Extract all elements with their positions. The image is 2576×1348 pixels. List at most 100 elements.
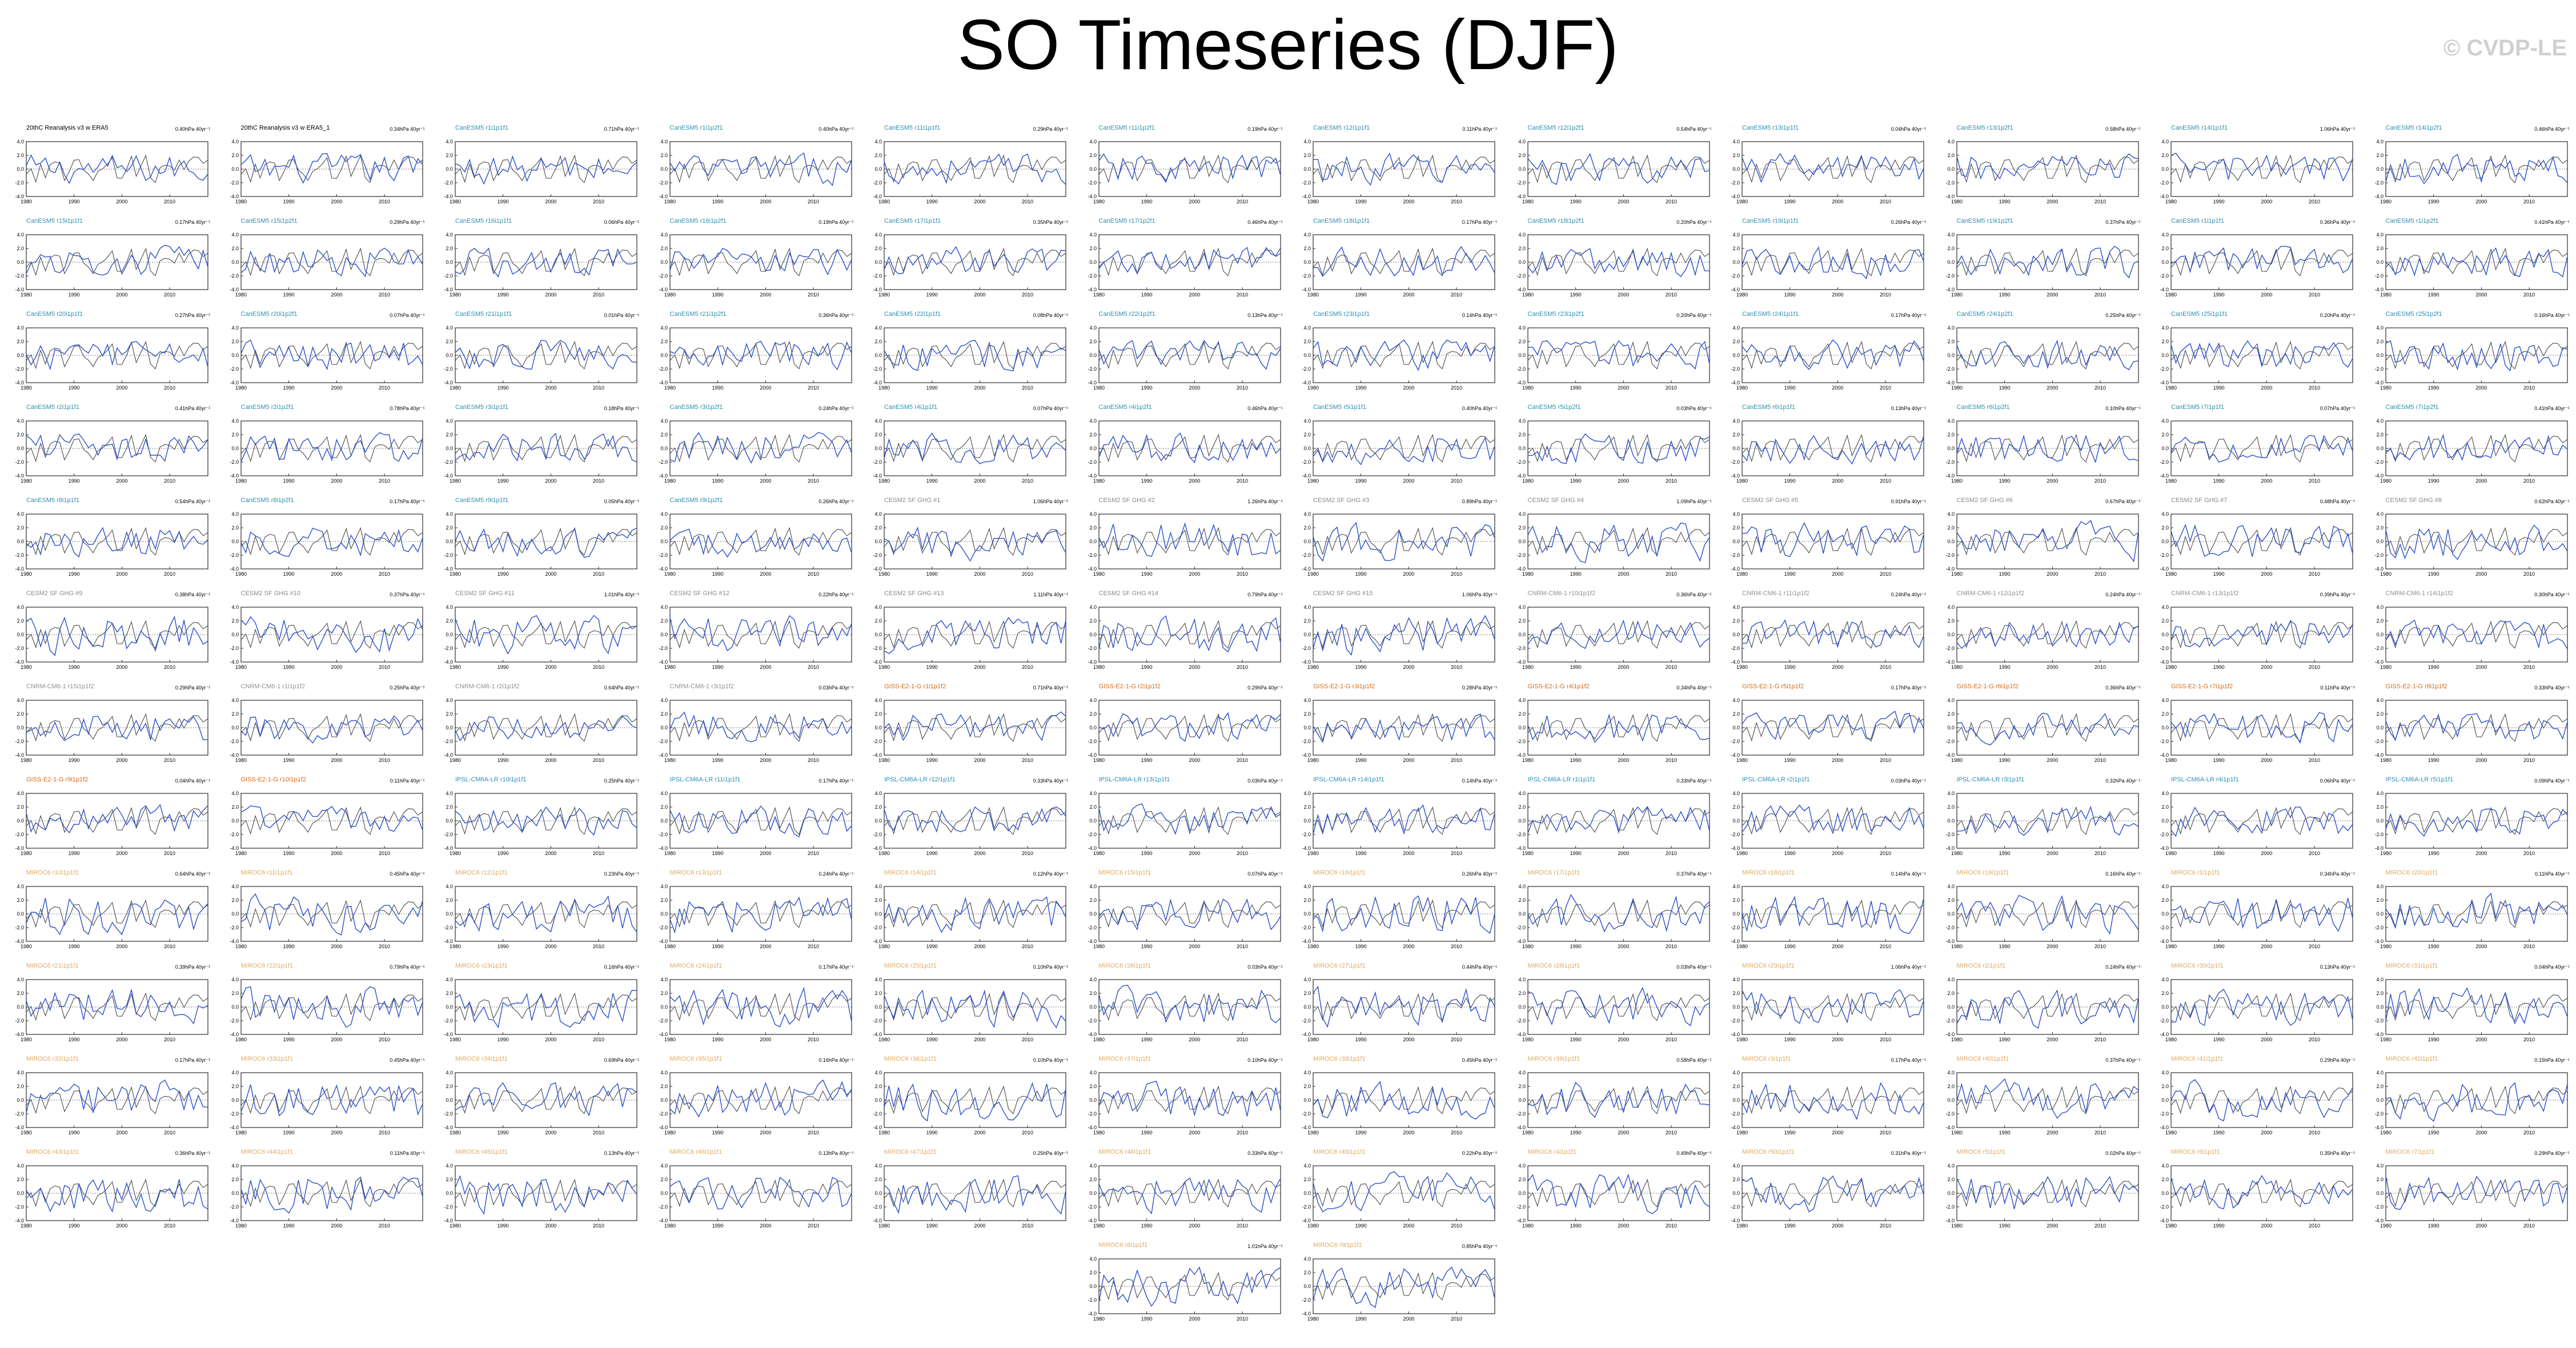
x-tick-label: 2000 [116, 199, 127, 204]
y-tick-label: -4.0 [1088, 287, 1097, 292]
x-tick-label: 1990 [1355, 1316, 1367, 1322]
panel-title: CanESM5 r18i1p2f1 [1527, 218, 1584, 224]
panel-title: MIROC6 r31i1p1f1 [2385, 962, 2438, 969]
x-tick-label: 1980 [21, 1223, 32, 1229]
series-line-member [1956, 712, 2138, 746]
series-line-observations [240, 620, 423, 649]
series-line-observations [2385, 992, 2567, 1021]
panel-trend-label: 0.15hPa 40yr⁻¹ [2534, 1057, 2570, 1063]
plot-frame [1313, 1072, 1495, 1128]
y-tick-label: 2.0 [1089, 897, 1097, 903]
x-tick-label: 2000 [1189, 757, 1200, 763]
panel-trend-label: 0.29hPa 40yr⁻¹ [1033, 126, 1068, 132]
panel-title: IPSL-CM6A-LR r4i1p1f1 [2171, 776, 2239, 783]
x-tick-label: 2010 [1237, 944, 1248, 949]
x-tick-label: 2010 [593, 850, 604, 856]
plot-frame [26, 1072, 208, 1128]
y-tick-label: 0.0 [1518, 539, 1526, 544]
y-tick-label: -4.0 [1302, 380, 1311, 386]
y-tick-label: -4.0 [873, 566, 882, 572]
y-tick-label: -2.0 [1516, 645, 1526, 651]
x-tick-label: 1990 [926, 1037, 938, 1042]
y-tick-label: -4.0 [444, 845, 453, 851]
series-line-observations [1527, 992, 1710, 1021]
panel-trend-label: 0.03hPa 40yr⁻¹ [1676, 964, 1712, 970]
y-tick-label: -4.0 [444, 566, 453, 572]
plot-frame [1098, 793, 1281, 849]
y-tick-label: 4.0 [1947, 977, 1955, 982]
y-tick-label: -4.0 [2374, 659, 2384, 665]
y-tick-label: -2.0 [15, 925, 24, 930]
panel-trend-label: 0.29hPa 40yr⁻¹ [2320, 1057, 2355, 1063]
panel-title: MIROC6 r8i1p1f1 [1098, 1242, 1148, 1249]
x-tick-label: 1990 [497, 664, 509, 670]
y-tick-label: 4.0 [1089, 884, 1097, 889]
y-tick-label: 4.0 [17, 139, 24, 145]
y-tick-label: 0.0 [1732, 166, 1740, 172]
y-tick-label: -2.0 [2374, 273, 2384, 279]
y-tick-label: 0.0 [2161, 818, 2169, 824]
panel-title: CanESM5 r17i1p1f1 [884, 218, 941, 224]
y-tick-label: -4.0 [1945, 1125, 1955, 1130]
timeseries-panel: IPSL-CM6A-LR r10i1p1f1 0.25hPa 40yr⁻¹ 4.0 2… [432, 776, 644, 862]
y-tick-label: -4.0 [1731, 473, 1740, 479]
panel-trend-label: 0.11hPa 40yr⁻¹ [390, 778, 425, 784]
x-tick-label: 2000 [2261, 664, 2272, 670]
x-tick-label: 1980 [2165, 199, 2177, 204]
y-tick-label: 4.0 [1947, 139, 1955, 145]
y-tick-label: 0.0 [1303, 725, 1311, 731]
x-tick-label: 1990 [926, 850, 938, 856]
series-line-observations [1742, 247, 1924, 276]
x-tick-label: 1990 [2427, 571, 2439, 577]
y-tick-label: 0.0 [874, 446, 882, 451]
timeseries-panel: MIROC6 r1i1p1f1 0.34hPa 40yr⁻¹ 4.0 2.0 0.0 -2… [2148, 869, 2360, 955]
x-tick-label: 1990 [69, 757, 80, 763]
x-tick-label: 1990 [2213, 944, 2225, 949]
y-tick-label: 2.0 [2376, 339, 2384, 344]
plot-frame [1527, 1072, 1710, 1128]
x-tick-label: 2000 [1832, 571, 1843, 577]
x-tick-label: 2000 [974, 1037, 985, 1042]
panel-trend-label: 0.14hPa 40yr⁻¹ [1462, 312, 1497, 318]
series-line-observations [240, 154, 423, 183]
y-tick-label: 2.0 [17, 897, 24, 903]
timeseries-panel: CESM2 SF GHG #10 0.37hPa 40yr⁻¹ 4.0 2.0 0.0-… [218, 590, 430, 676]
panel-trend-label: 0.28hPa 40yr⁻¹ [1462, 685, 1497, 691]
y-tick-label: 4.0 [231, 791, 239, 796]
y-tick-label: 4.0 [1947, 1070, 1955, 1076]
y-tick-label: 0.0 [1947, 539, 1955, 544]
y-tick-label: 2.0 [446, 525, 453, 531]
plot-frame [2385, 1072, 2567, 1128]
y-tick-label: 4.0 [2161, 139, 2169, 145]
x-tick-label: 1990 [2213, 1223, 2225, 1229]
panel-title: MIROC6 r2i1p1f1 [1956, 962, 2006, 969]
y-tick-label: -4.0 [1088, 659, 1097, 665]
timeseries-panel: MIROC6 r2i1p1f1 0.24hPa 40yr⁻¹ 4.0 2.0 0.0 -2… [1934, 962, 2145, 1048]
timeseries-panel: CanESM5 r17i1p2f1 0.46hPa 40yr⁻¹ 4.0 2.0 0.0… [1076, 218, 1287, 303]
panel-trend-label: 0.26hPa 40yr⁻¹ [1891, 219, 1926, 225]
panel-trend-label: 0.46hPa 40yr⁻¹ [1247, 219, 1283, 225]
plot-frame [1527, 607, 1710, 663]
x-tick-label: 2010 [593, 757, 604, 763]
x-tick-label: 2010 [1880, 478, 1891, 484]
y-tick-label: -2.0 [15, 1111, 24, 1117]
panel-trend-label: 0.79hPa 40yr⁻¹ [1247, 592, 1283, 597]
x-tick-label: 1980 [664, 292, 675, 298]
x-tick-label: 1980 [1307, 1223, 1319, 1229]
x-tick-label: 2010 [1237, 199, 1248, 204]
panel-title: MIROC6 r30i1p1f1 [2171, 962, 2224, 969]
series-line-member [455, 806, 637, 836]
y-tick-label: 4.0 [446, 791, 453, 796]
panel-trend-label: 0.17hPa 40yr⁻¹ [390, 499, 425, 504]
x-tick-label: 2010 [2094, 1130, 2106, 1136]
y-tick-label: -2.0 [2160, 645, 2169, 651]
y-tick-label: -4.0 [1302, 1218, 1311, 1223]
series-line-observations [455, 154, 637, 183]
panel-trend-label: 0.07hPa 40yr⁻¹ [390, 312, 425, 318]
panel-trend-label: 0.30hPa 40yr⁻¹ [2534, 592, 2570, 597]
